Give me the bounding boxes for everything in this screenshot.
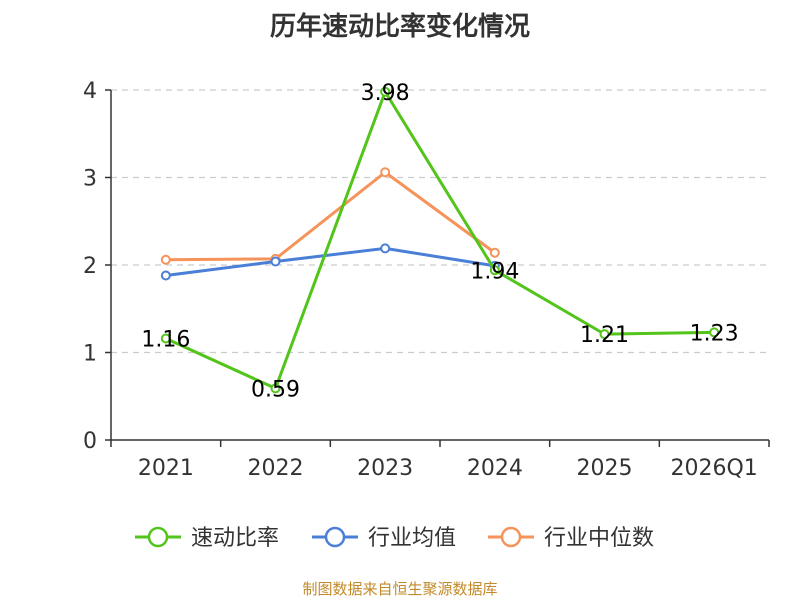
legend-label: 行业中位数: [544, 526, 654, 551]
data-label: 3.98: [361, 81, 410, 106]
y-tick-label: 0: [83, 429, 97, 454]
legend-marker: [147, 526, 169, 548]
data-label: 1.23: [690, 321, 739, 346]
legend: 速动比率 行业均值 行业中位数: [135, 526, 654, 551]
legend-label: 行业均值: [368, 526, 456, 551]
data-labels: 1.16 0.59 3.98 1.94 1.21 1.23: [141, 81, 738, 403]
grid-lines: [111, 89, 769, 354]
data-point: [709, 327, 720, 338]
y-tick-label: 4: [83, 79, 97, 104]
data-label: 1.94: [470, 259, 519, 284]
data-point: [160, 333, 171, 344]
data-label: 0.59: [251, 377, 300, 402]
data-point: [380, 243, 391, 254]
data-source-note: 制图数据来自恒生聚源数据库: [302, 580, 498, 598]
data-point: [380, 167, 391, 178]
x-tick-label: 2023: [357, 456, 413, 481]
data-point: [489, 247, 500, 258]
legend-marker: [324, 526, 346, 548]
x-tick-label: 2025: [577, 456, 633, 481]
data-point: [270, 256, 281, 267]
series-line: [165, 246, 496, 277]
x-tick-label: 2021: [138, 456, 194, 481]
axes: 0 1 2 3 4 2021 2022 2023 2024 2025 2026Q1: [83, 79, 770, 481]
data-label: 1.16: [141, 328, 190, 353]
data-point: [380, 86, 391, 97]
data-point: [599, 329, 610, 340]
y-tick-label: 2: [83, 254, 97, 279]
x-tick-label: 2024: [467, 456, 523, 481]
legend-marker: [500, 526, 522, 548]
x-tick-label: 2026Q1: [671, 456, 758, 481]
legend-label: 速动比率: [191, 526, 279, 551]
data-point: [160, 254, 171, 265]
series-lines: [160, 86, 720, 394]
data-point: [489, 265, 500, 276]
x-tick-label: 2022: [248, 456, 304, 481]
y-tick-label: 3: [83, 167, 97, 192]
chart-title: 历年速动比率变化情况: [269, 12, 530, 42]
series-line: [165, 170, 496, 262]
data-point: [160, 270, 171, 281]
data-label: 1.21: [580, 323, 629, 348]
y-tick-label: 1: [83, 342, 97, 367]
data-point: [270, 383, 281, 394]
series-line: [165, 90, 715, 390]
